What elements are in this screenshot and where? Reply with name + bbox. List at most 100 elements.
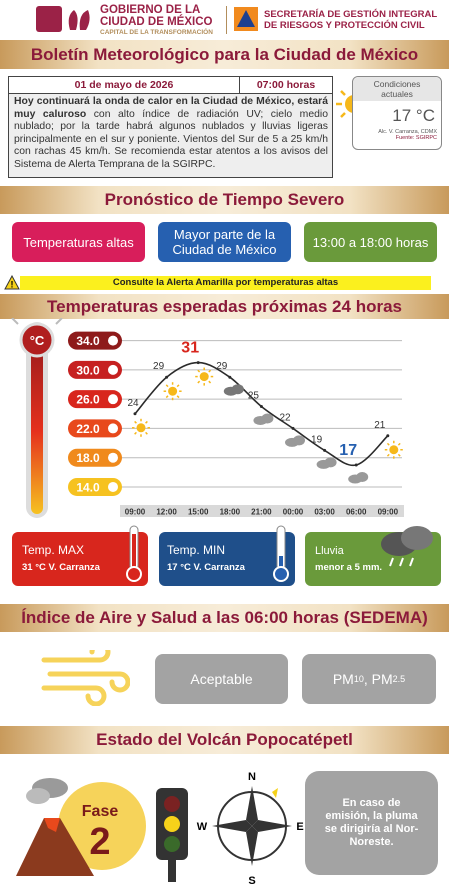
rain-box: Lluvia menor a 5 mm. <box>305 526 441 586</box>
phase-circle <box>58 782 146 870</box>
weather-icon <box>384 440 403 459</box>
sun-ray <box>165 395 169 399</box>
rain-cloud <box>381 526 433 567</box>
period-box: 13:00 a 18:00 horas <box>304 222 437 262</box>
weather-icon <box>348 472 369 484</box>
compass-label: W <box>197 821 208 833</box>
weather-icon <box>223 384 244 396</box>
value-label: 17 <box>339 442 357 459</box>
phenomenon-box: Temperaturas altas <box>12 222 145 262</box>
gov-name: GOBIERNO DE LA CIUDAD DE MÉXICO CAPITAL … <box>100 4 213 37</box>
min-label: Temp. MIN <box>167 543 226 557</box>
bulletin-text: Hoy continuará la onda de calor en la Ci… <box>14 96 328 172</box>
value-label: 31 <box>181 340 199 357</box>
cold-thermometer <box>273 525 289 582</box>
time-strip <box>120 505 404 517</box>
agency-line: SECRETARÍA DE GESTIÓN INTEGRAL <box>264 9 438 20</box>
x-tick-label: 09:00 <box>125 508 146 517</box>
agency-line: DE RIESGOS Y PROTECCIÓN CIVIL <box>264 20 425 31</box>
value-label: 29 <box>153 361 165 372</box>
gov-logo <box>68 10 90 30</box>
cloud <box>293 435 305 446</box>
max-label: Temp. MAX <box>22 543 85 557</box>
area-box: Mayor parte de la Ciudad de México <box>158 222 291 262</box>
temperature-chart: °C 34.0 30.0 26.0 22.0 18.0 14.0 09:00 12:00 15:… <box>11 318 404 518</box>
volcano <box>16 818 94 876</box>
unit-label: °C <box>30 333 45 348</box>
value-label: 24 <box>127 398 139 409</box>
value-label: 21 <box>374 420 386 431</box>
bulletin-time: 07:00 horas <box>240 77 332 94</box>
tick-dot <box>108 335 118 346</box>
tick-pill <box>68 360 122 379</box>
value-label: 19 <box>311 434 323 445</box>
bulletin-box: 01 de mayo de 2026 07:00 horas Hoy conti… <box>8 76 333 178</box>
x-tick-label: 15:00 <box>188 508 209 517</box>
thermometer: °C <box>11 318 63 518</box>
x-tick-label: 06:00 <box>346 508 367 517</box>
pollutant-text: , PM <box>363 671 393 687</box>
tick-dot <box>108 423 118 434</box>
current-label: Condiciones actuales <box>353 77 441 101</box>
temperature-point <box>323 448 327 452</box>
temperature-point <box>228 375 232 379</box>
max-value: 31 °C V. Carranza <box>22 562 100 573</box>
bulletin-text-rest: con alto índice de radiación UV; cielo m… <box>14 108 328 170</box>
traffic-light <box>156 788 188 882</box>
min-box: Temp. MIN 17 °C V. Carranza <box>159 525 295 586</box>
phase-number: 2 <box>89 821 110 863</box>
sun <box>136 423 146 433</box>
alert-bar: Consulte la Alerta Amarilla por temperat… <box>20 276 431 290</box>
phase-label: Fase <box>82 803 119 820</box>
value-label: 25 <box>248 390 260 401</box>
sun <box>199 372 209 382</box>
sun-ray <box>145 431 148 435</box>
weather-icon <box>132 418 150 437</box>
plume-box: En caso de emisión, la pluma se dirigirí… <box>305 771 438 875</box>
compass: N S E W <box>197 771 304 887</box>
header: GOBIERNO DE LA CIUDAD DE MÉXICO CAPITAL … <box>0 0 449 38</box>
y-tick-label: 34.0 <box>76 334 100 348</box>
pollutant-sub: 10 <box>353 674 364 684</box>
sun-ray <box>197 369 201 373</box>
sun-ray <box>386 453 390 457</box>
compass-label: E <box>296 821 303 833</box>
wind-icon <box>41 650 130 706</box>
current-location: Alc. V. Carranza, CDMX <box>378 129 437 135</box>
tick-pill <box>68 477 122 496</box>
agency-name: SECRETARÍA DE GESTIÓN INTEGRAL DE RIESGO… <box>264 9 437 31</box>
sun-ray <box>134 420 137 424</box>
temperature-point <box>259 404 263 408</box>
sun-ray <box>397 453 401 457</box>
sun-ray <box>145 420 148 424</box>
sun-ray <box>386 442 390 446</box>
y-tick-label: 30.0 <box>76 363 100 377</box>
sun-ray <box>397 442 401 446</box>
sun-ray <box>165 384 169 388</box>
sun-ray <box>134 431 137 435</box>
sun-ray <box>176 395 180 399</box>
sun-ray <box>197 380 201 384</box>
cloud <box>324 457 337 468</box>
x-tick-label: 03:00 <box>314 508 335 517</box>
x-tick-label: 18:00 <box>220 508 241 517</box>
tick-pill <box>68 448 122 467</box>
section-title: Pronóstico de Tiempo Severo <box>0 186 449 214</box>
bulletin-text-bold: Hoy continuará la onda de calor en la Ci… <box>14 96 328 120</box>
compass-label: N <box>248 771 256 783</box>
gov-line: CIUDAD DE MÉXICO <box>100 16 213 28</box>
pollutant-sub: 2.5 <box>392 674 406 684</box>
gov-tagline: CAPITAL DE LA TRANSFORMACIÓN <box>100 29 213 36</box>
sun <box>168 386 178 396</box>
x-tick-label: 00:00 <box>283 508 304 517</box>
section-title: Estado del Volcán Popocatépetl <box>0 726 449 754</box>
current-box: Condiciones actuales 17 °C Alc. V. Carra… <box>352 76 442 150</box>
value-label: 29 <box>216 361 228 372</box>
weather-icon <box>285 435 305 447</box>
temperature-point <box>354 463 358 467</box>
cloud <box>231 384 244 395</box>
volcano-graphics: Fase 2 N S E W <box>16 771 304 887</box>
logos <box>36 6 90 32</box>
temperature-point <box>133 412 137 416</box>
cloud <box>356 472 369 483</box>
